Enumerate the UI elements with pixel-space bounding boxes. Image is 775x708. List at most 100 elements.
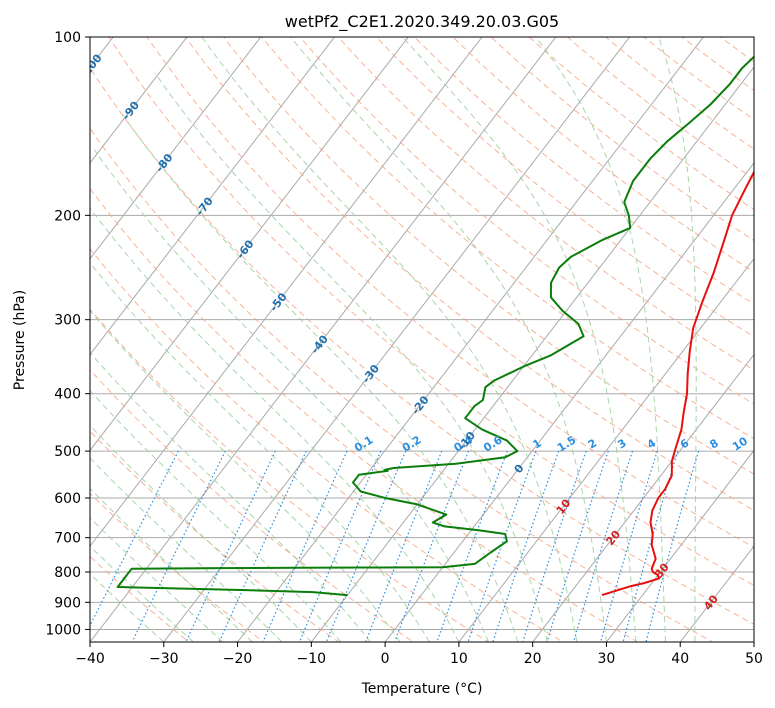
dry-adiabat-line bbox=[90, 187, 639, 642]
y-tick-label: 900 bbox=[54, 595, 81, 611]
moist-adiabat-line bbox=[290, 37, 607, 642]
isotherm-line bbox=[532, 353, 754, 642]
isotherm-label: 10 bbox=[554, 496, 574, 516]
x-tick-label: −40 bbox=[75, 651, 105, 667]
moist-adiabat-line bbox=[93, 149, 489, 642]
isotherm-label: -40 bbox=[308, 332, 331, 356]
dry-adiabat-line bbox=[90, 369, 415, 642]
y-tick-label: 400 bbox=[54, 387, 81, 403]
mixing-ratio-label: 13 bbox=[760, 434, 775, 453]
isotherm-label: -20 bbox=[409, 393, 432, 417]
dry-adiabat-line bbox=[90, 248, 564, 642]
isotherm-label: -70 bbox=[193, 194, 216, 218]
x-axis-title: Temperature (°C) bbox=[361, 681, 483, 697]
isotherm-line bbox=[458, 257, 754, 642]
y-tick-label: 200 bbox=[54, 208, 81, 224]
isotherm-line bbox=[90, 37, 336, 356]
moist-adiabat-line bbox=[90, 517, 224, 642]
axis-ticks-layer: −40 −30 −20 −10 0 10 20 30 40 5010020030040050060… bbox=[45, 30, 763, 667]
dry-adiabat-line bbox=[90, 127, 714, 642]
isotherm-line bbox=[163, 37, 631, 642]
isotherm-label: -50 bbox=[267, 290, 290, 314]
x-tick-label: 0 bbox=[381, 651, 390, 667]
y-axis-title: Pressure (hPa) bbox=[12, 290, 28, 390]
dry-adiabat-line bbox=[222, 37, 754, 475]
x-tick-label: −20 bbox=[223, 651, 253, 667]
dry-adiabat-line bbox=[90, 430, 340, 642]
moist-adiabat-line bbox=[535, 37, 666, 642]
moist-adiabat-line bbox=[658, 37, 697, 642]
x-tick-label: 20 bbox=[524, 651, 542, 667]
mixing-ratio-line bbox=[185, 450, 276, 642]
dry-adiabat-line bbox=[490, 37, 754, 242]
mixing-ratio-line bbox=[467, 450, 537, 642]
mixing-ratio-line bbox=[492, 450, 560, 642]
x-tick-label: 10 bbox=[450, 651, 468, 667]
chart-title: wetPf2_C2E1.2020.349.20.03.G05 bbox=[285, 12, 559, 32]
moist-adiabat-line bbox=[121, 113, 519, 642]
isotherm-line bbox=[237, 37, 705, 642]
moist-adiabat-line bbox=[90, 309, 401, 642]
dry-adiabat-line bbox=[722, 10, 775, 654]
moist-adiabat-line bbox=[90, 487, 253, 642]
mixing-ratio-line bbox=[436, 450, 508, 642]
mixing-ratio-line bbox=[131, 450, 226, 642]
y-tick-label: 100 bbox=[54, 30, 81, 46]
mixing-ratio-line bbox=[90, 450, 179, 627]
isotherm-label: 0 bbox=[512, 462, 527, 476]
isotherm-label: -30 bbox=[360, 362, 383, 386]
isotherm-label: 30 bbox=[652, 560, 672, 580]
isotherm-line bbox=[0, 10, 60, 642]
isotherm-line bbox=[90, 37, 188, 164]
isotherm-label: 20 bbox=[604, 528, 624, 548]
mixing-ratio-line bbox=[262, 450, 348, 642]
mixing-ratio-line bbox=[365, 450, 443, 642]
moist-adiabat-line bbox=[90, 262, 430, 642]
x-tick-label: −30 bbox=[149, 651, 179, 667]
dry-adiabat-line bbox=[146, 37, 754, 549]
isotherm-line bbox=[90, 37, 483, 548]
mixing-ratio-line bbox=[645, 450, 700, 642]
y-tick-label: 600 bbox=[54, 491, 81, 507]
moist-adiabat-line bbox=[201, 37, 578, 642]
moist-adiabat-line bbox=[90, 545, 194, 642]
plot-grid-layer bbox=[0, 10, 775, 654]
isotherm-line bbox=[310, 66, 754, 642]
isotherm-label: -90 bbox=[120, 99, 143, 123]
moist-adiabat-line bbox=[90, 389, 342, 642]
dry-adiabat-line bbox=[184, 37, 754, 512]
isotherm-line bbox=[384, 162, 754, 642]
mixing-ratio-line bbox=[546, 450, 609, 642]
x-tick-label: 40 bbox=[671, 651, 689, 667]
mixing-ratio-line bbox=[622, 450, 679, 642]
y-tick-label: 300 bbox=[54, 313, 81, 329]
dry-adiabat-line bbox=[719, 37, 754, 63]
isotherm-line bbox=[90, 37, 409, 452]
mixing-ratio-line bbox=[599, 450, 658, 642]
x-tick-label: 30 bbox=[598, 651, 616, 667]
mixing-ratio-line bbox=[298, 450, 382, 642]
dry-adiabat-line bbox=[90, 492, 265, 642]
y-tick-label: 700 bbox=[54, 531, 81, 547]
mixing-ratio-label: 8 bbox=[708, 436, 721, 451]
isotherm-line bbox=[606, 449, 754, 642]
dry-adiabat-line bbox=[681, 37, 754, 92]
mixing-ratio-label: 4 bbox=[645, 436, 659, 451]
isotherm-line bbox=[90, 37, 262, 260]
temperature-profile-line bbox=[601, 170, 754, 597]
moist-adiabat-line bbox=[90, 352, 371, 642]
isotherm-label: -100 bbox=[78, 51, 105, 81]
plot-series-layer bbox=[116, 55, 754, 597]
isotherm-line bbox=[90, 37, 557, 642]
isotherm-label: -80 bbox=[153, 151, 176, 175]
mixing-ratio-label: 2 bbox=[586, 436, 599, 451]
isotherm-line bbox=[753, 641, 754, 642]
dewpoint-profile-line bbox=[116, 55, 754, 597]
dry-adiabat-line bbox=[375, 37, 754, 338]
moist-adiabat-line bbox=[90, 207, 460, 642]
dry-adiabat-line bbox=[528, 37, 754, 211]
moist-adiabat-line bbox=[402, 37, 637, 642]
dry-adiabat-line bbox=[90, 66, 754, 625]
mixing-ratio-line bbox=[325, 450, 407, 642]
plot-frame bbox=[89, 36, 755, 643]
